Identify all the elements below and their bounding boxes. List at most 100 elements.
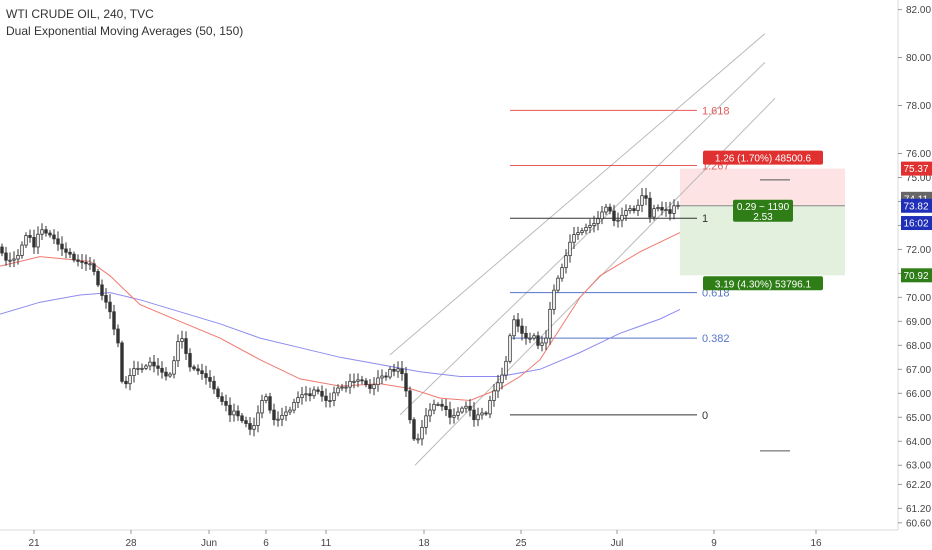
candle-body	[332, 392, 336, 401]
candle-body	[64, 248, 68, 253]
candle-body	[328, 400, 332, 402]
candle-body	[100, 284, 104, 296]
price-tick-label: 60.60	[906, 518, 931, 529]
price-badge-bg	[901, 161, 932, 176]
candle-body	[152, 361, 156, 367]
candle-body	[68, 251, 72, 255]
candle-body	[388, 368, 392, 378]
time-tick-label: Jul	[611, 538, 624, 549]
candle-body	[676, 204, 680, 207]
candle-body	[48, 232, 52, 236]
candle-body	[604, 206, 608, 213]
candle-body	[256, 412, 260, 426]
time-tick-label: 11	[321, 538, 332, 549]
candle-body	[576, 232, 580, 235]
candle-body	[16, 255, 20, 260]
candle-body	[396, 368, 400, 372]
candle-body	[612, 210, 616, 222]
candle-body	[228, 404, 232, 416]
candle-body	[132, 368, 136, 376]
candle-body	[424, 415, 428, 428]
candle-body	[488, 400, 492, 415]
fib-level-label: 0.618	[702, 288, 730, 300]
candle-body	[116, 328, 120, 344]
candle-body	[524, 332, 528, 339]
candle-body	[548, 308, 552, 339]
candle-body	[280, 414, 284, 420]
price-badge: 16:02	[903, 219, 928, 230]
candle-body	[496, 382, 500, 392]
candle-body	[0, 246, 4, 254]
candle-body	[144, 365, 148, 369]
candle-body	[596, 218, 600, 224]
candle-body	[640, 195, 644, 206]
candle-body	[204, 373, 208, 378]
candle-body	[672, 205, 676, 214]
candle-body	[208, 377, 212, 382]
fib-level-label: 1.618	[702, 105, 730, 117]
stop-loss-label-bg	[703, 150, 823, 165]
candle-body	[160, 367, 164, 373]
candle-body	[484, 412, 488, 415]
candle-body	[656, 207, 660, 210]
candle-body	[72, 253, 76, 261]
price-tick-label: 62.20	[906, 480, 931, 491]
candle-body	[92, 263, 96, 272]
candle-body	[544, 337, 548, 344]
chart-title: WTI CRUDE OIL, 240, TVC	[6, 7, 154, 21]
candle-body	[408, 390, 412, 421]
candle-body	[248, 423, 252, 430]
candle-body	[340, 386, 344, 389]
candle-body	[148, 361, 152, 367]
candle-body	[96, 271, 100, 286]
candle-body	[372, 384, 376, 389]
candle-body	[556, 277, 560, 291]
candle-body	[268, 396, 272, 411]
candle-body	[568, 241, 572, 257]
price-badge: 70.92	[903, 271, 928, 282]
candle-body	[592, 223, 596, 226]
candle-body	[380, 375, 384, 379]
candle-body	[200, 370, 204, 375]
time-tick-label: 9	[711, 538, 717, 549]
entry-label-line1: 0.29 ~ 1190	[737, 202, 790, 213]
candle-body	[300, 394, 304, 399]
candle-body	[196, 368, 200, 372]
candle-body	[436, 403, 440, 406]
candle-body	[80, 261, 84, 263]
take-profit-label: 3.19 (4.30%) 53796.1	[715, 279, 812, 290]
candle-body	[616, 219, 620, 222]
candle-body	[584, 226, 588, 232]
candle-body	[644, 195, 648, 199]
candle-body	[316, 389, 320, 392]
candle-body	[540, 342, 544, 346]
candle-body	[12, 258, 16, 261]
candle-body	[536, 335, 540, 346]
time-tick-label: Jun	[201, 538, 217, 549]
candle-body	[580, 230, 584, 234]
candle-body	[660, 207, 664, 211]
candle-body	[376, 377, 380, 386]
fib-level-label: 0	[702, 410, 708, 422]
candle-body	[428, 409, 432, 417]
candle-body	[356, 379, 360, 382]
candle-body	[292, 402, 296, 411]
candle-body	[76, 259, 80, 262]
candle-body	[56, 238, 60, 245]
candle-body	[264, 396, 268, 401]
candle-body	[620, 214, 624, 221]
candle-body	[368, 384, 372, 389]
candle-body	[240, 415, 244, 422]
candle-body	[432, 403, 436, 411]
candle-body	[532, 335, 536, 339]
stop-loss-zone	[680, 168, 845, 206]
candle-body	[492, 390, 496, 401]
candle-body	[128, 375, 132, 385]
fib-level-label: 0.382	[702, 333, 730, 345]
candle-body	[212, 380, 216, 390]
fib-level-label: 1	[702, 213, 708, 225]
take-profit-label-bg	[703, 276, 823, 291]
price-tick-label: 76.00	[906, 149, 931, 160]
candle-body	[140, 367, 144, 370]
